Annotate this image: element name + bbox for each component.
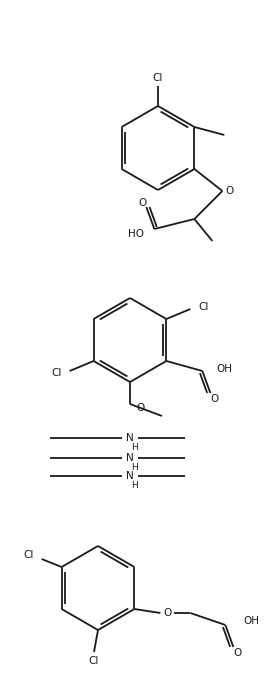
Text: HO: HO: [129, 229, 144, 239]
Text: OH: OH: [243, 616, 259, 626]
Text: N: N: [126, 433, 134, 443]
Text: N: N: [126, 453, 134, 463]
Text: O: O: [233, 648, 241, 658]
Text: Cl: Cl: [198, 302, 209, 312]
Text: H: H: [131, 462, 137, 472]
Text: O: O: [225, 186, 233, 196]
Text: H: H: [131, 481, 137, 489]
Text: Cl: Cl: [51, 368, 62, 378]
Text: H: H: [131, 443, 137, 452]
Text: O: O: [138, 198, 147, 208]
Text: Cl: Cl: [23, 550, 34, 560]
Text: OH: OH: [216, 364, 232, 374]
Text: Cl: Cl: [89, 656, 99, 666]
Text: O: O: [163, 608, 172, 618]
Text: Cl: Cl: [153, 73, 163, 83]
Text: O: O: [136, 403, 144, 413]
Text: N: N: [126, 471, 134, 481]
Text: O: O: [210, 394, 218, 404]
